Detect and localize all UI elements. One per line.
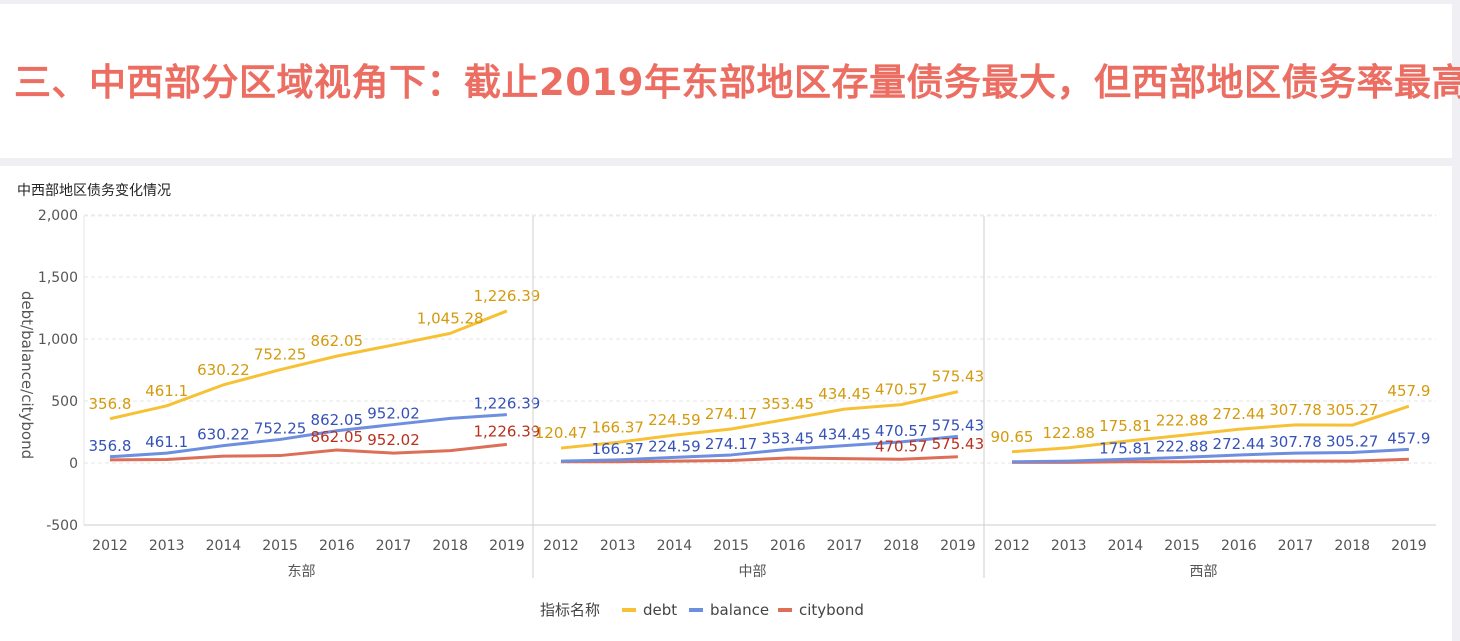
- x-tick-label: 2018: [883, 538, 919, 554]
- chart-card: 中西部地区债务变化情况: [0, 166, 1452, 641]
- y-tick-label: 1,000: [38, 332, 78, 348]
- x-tick-label: 2016: [319, 538, 355, 554]
- chart-title: 中西部地区债务变化情况: [17, 183, 171, 199]
- debt-data-label: 353.45: [762, 395, 815, 413]
- x-tick-label: 2015: [1164, 538, 1200, 554]
- panel-label: 西部: [1190, 564, 1218, 580]
- x-tick-label: 2017: [376, 538, 412, 554]
- citybond-line: [561, 455, 958, 464]
- debt-data-label: 175.81: [1099, 417, 1152, 435]
- debt-data-label: 274.17: [705, 405, 758, 423]
- balance-data-label: 222.88: [1156, 437, 1209, 455]
- panel-label: 中部: [739, 564, 767, 580]
- x-tick-label: 2017: [1278, 538, 1314, 554]
- debt-data-label: 90.65: [991, 428, 1034, 446]
- balance-data-label: 305.27: [1326, 432, 1379, 450]
- debt-data-label: 461.1: [145, 382, 188, 400]
- y-tick-label: 0: [69, 456, 78, 472]
- balance-data-label: 461.1: [145, 433, 188, 451]
- y-tick-label: 1,500: [38, 270, 78, 286]
- x-tick-label: 2012: [994, 538, 1030, 554]
- debt-line: [560, 390, 959, 450]
- y-axis-title: debt/balance/citybond: [18, 291, 36, 459]
- debt-data-label: 166.37: [591, 418, 644, 436]
- legend-label-citybond: citybond: [799, 601, 864, 619]
- citybond-data-label: 1,226.39: [474, 422, 541, 440]
- balance-data-label: 307.78: [1269, 433, 1322, 451]
- panel-label: 东部: [288, 564, 316, 580]
- debt-data-label: 272.44: [1213, 405, 1266, 423]
- x-tick-label: 2016: [770, 538, 806, 554]
- debt-data-label: 222.88: [1156, 411, 1209, 429]
- balance-data-label: 166.37: [591, 440, 644, 458]
- debt-data-label: 434.45: [818, 385, 871, 403]
- debt-data-label: 307.78: [1269, 401, 1322, 419]
- debt-data-label: 122.88: [1042, 424, 1095, 442]
- debt-data-label: 1,226.39: [474, 287, 541, 305]
- page-title: 三、中西部分区域视角下：截止2019年东部地区存量债务最大，但西部地区债务率最高: [14, 61, 1460, 104]
- balance-data-label: 224.59: [648, 437, 701, 455]
- debt-data-label: 224.59: [648, 411, 701, 429]
- x-tick-label: 2016: [1221, 538, 1257, 554]
- y-tick-label: -500: [46, 518, 78, 534]
- debt-data-label: 752.25: [254, 346, 307, 364]
- x-tick-label: 2018: [1334, 538, 1370, 554]
- legend-label-debt: debt: [643, 601, 677, 619]
- debt-line: [1011, 404, 1410, 454]
- balance-data-label: 272.44: [1213, 435, 1266, 453]
- balance-data-label: 575.43: [932, 416, 985, 434]
- balance-data-label: 1,226.39: [474, 395, 541, 413]
- debt-data-label: 1,045.28: [417, 309, 484, 327]
- debt-data-label: 305.27: [1326, 401, 1379, 419]
- balance-data-label: 470.57: [875, 422, 928, 440]
- x-tick-label: 2013: [149, 538, 185, 554]
- balance-data-label: 862.05: [311, 411, 364, 429]
- citybond-data-label: 952.02: [367, 431, 420, 449]
- x-tick-label: 2015: [713, 538, 749, 554]
- citybond-data-label: 862.05: [311, 428, 364, 446]
- debt-line: [109, 309, 508, 421]
- balance-line: [560, 434, 959, 463]
- x-tick-label: 2014: [657, 538, 693, 554]
- balance-data-label: 752.25: [254, 419, 307, 437]
- header-card: 三、中西部分区域视角下：截止2019年东部地区存量债务最大，但西部地区债务率最高: [0, 4, 1460, 158]
- balance-data-label: 457.9: [1387, 429, 1430, 447]
- y-tick-label: 2,000: [38, 208, 78, 224]
- balance-data-label: 353.45: [762, 429, 815, 447]
- x-tick-label: 2018: [432, 538, 468, 554]
- x-tick-label: 2015: [262, 538, 298, 554]
- citybond-data-label: 470.57: [875, 437, 928, 455]
- x-tick-label: 2019: [489, 538, 525, 554]
- balance-line: [1011, 447, 1409, 464]
- y-tick-label: 500: [51, 394, 78, 410]
- debt-data-label: 356.8: [89, 395, 132, 413]
- legend-title: 指标名称: [540, 601, 600, 619]
- x-tick-label: 2014: [1108, 538, 1144, 554]
- balance-data-label: 274.17: [705, 435, 758, 453]
- debt-data-label: 630.22: [197, 361, 250, 379]
- x-tick-label: 2019: [940, 538, 976, 554]
- balance-data-label: 434.45: [818, 426, 871, 444]
- balance-data-label: 175.81: [1099, 439, 1152, 457]
- legend-label-balance: balance: [710, 601, 769, 619]
- debt-data-label: 470.57: [875, 381, 928, 399]
- debt-data-label: 120.47: [535, 424, 588, 442]
- debt-data-label: 862.05: [311, 332, 364, 350]
- balance-line: [109, 413, 507, 459]
- x-tick-label: 2013: [1051, 538, 1087, 554]
- x-tick-label: 2014: [206, 538, 242, 554]
- balance-data-label: 356.8: [89, 437, 132, 455]
- balance-data-label: 630.22: [197, 426, 250, 444]
- debt-data-label: 575.43: [932, 368, 985, 386]
- debt-data-label: 457.9: [1387, 382, 1430, 400]
- x-tick-label: 2019: [1391, 538, 1427, 554]
- x-tick-label: 2012: [92, 538, 128, 554]
- x-tick-label: 2013: [600, 538, 636, 554]
- citybond-line: [109, 442, 508, 462]
- citybond-data-label: 575.43: [932, 435, 985, 453]
- x-tick-label: 2017: [827, 538, 863, 554]
- balance-data-label: 952.02: [367, 405, 420, 423]
- x-tick-label: 2012: [543, 538, 579, 554]
